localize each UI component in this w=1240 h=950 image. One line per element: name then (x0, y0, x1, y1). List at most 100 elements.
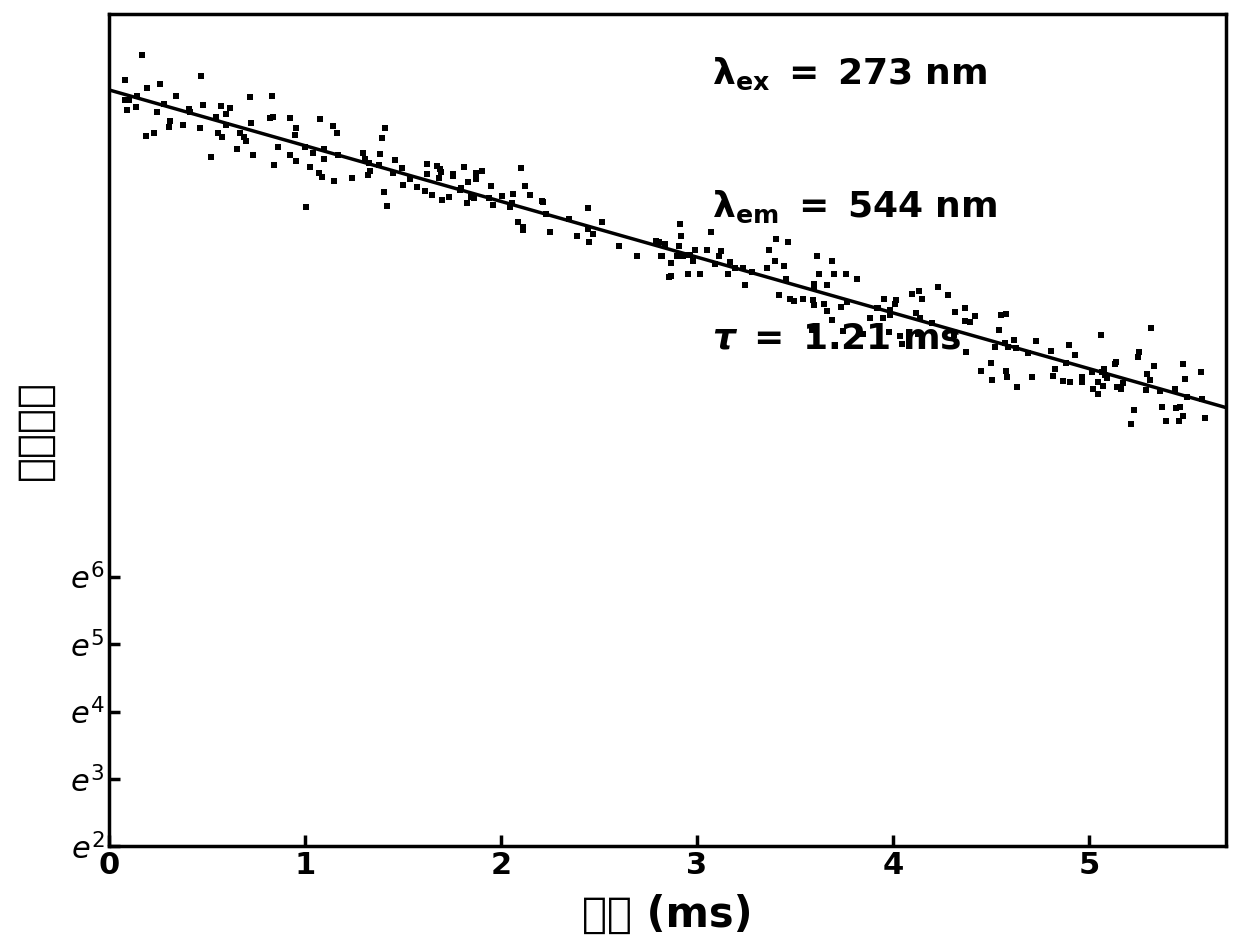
Point (981, 355, 1001, 370)
Point (193, 97, 213, 112)
Point (833, 323, 853, 338)
Point (650, 235, 670, 250)
Point (466, 171, 486, 186)
Point (579, 235, 599, 250)
Point (867, 301, 887, 316)
Point (759, 242, 779, 257)
Point (651, 249, 671, 264)
Point (393, 178, 413, 193)
Point (126, 99, 146, 114)
Point (117, 102, 136, 117)
Point (734, 277, 754, 293)
Point (212, 129, 232, 144)
Point (1156, 413, 1176, 428)
Point (541, 225, 560, 240)
Point (1107, 379, 1127, 394)
Point (1092, 364, 1112, 379)
Point (836, 266, 856, 281)
Point (880, 307, 900, 322)
Point (432, 165, 451, 180)
Point (1176, 371, 1195, 387)
Point (1169, 399, 1189, 414)
Point (807, 248, 827, 263)
Point (956, 344, 976, 359)
Point (512, 218, 532, 234)
Point (804, 297, 823, 313)
Point (890, 329, 910, 344)
Point (433, 193, 453, 208)
Point (342, 170, 362, 185)
Point (150, 76, 170, 91)
Point (913, 292, 932, 307)
Point (804, 280, 823, 295)
Point (520, 187, 539, 202)
Point (262, 88, 281, 104)
Point (461, 189, 481, 204)
Point (879, 324, 899, 339)
Point (678, 266, 698, 281)
Point (997, 370, 1017, 385)
Point (191, 121, 211, 136)
Point (314, 141, 334, 156)
Point (295, 140, 315, 155)
Point (401, 172, 420, 187)
Point (1094, 378, 1114, 393)
Point (1004, 332, 1024, 348)
Point (415, 183, 435, 199)
Point (144, 125, 164, 141)
Point (678, 247, 698, 262)
Point (945, 305, 965, 320)
Point (655, 236, 675, 251)
Point (960, 314, 980, 330)
Point (1140, 372, 1159, 388)
Point (1137, 367, 1157, 382)
Point (880, 302, 900, 317)
Point (206, 109, 226, 124)
Point (775, 258, 795, 274)
Point (296, 200, 316, 215)
Text: $\boldsymbol{\tau}$$\mathbf{\ =\ 1.21\ ms}$: $\boldsymbol{\tau}$$\mathbf{\ =\ 1.21\ m… (712, 322, 962, 356)
Point (179, 101, 198, 116)
Point (905, 306, 925, 321)
Point (892, 336, 911, 351)
Point (264, 158, 284, 173)
Point (1091, 328, 1111, 343)
Point (454, 160, 474, 175)
Point (502, 195, 522, 210)
Point (1192, 391, 1211, 407)
Point (450, 182, 470, 198)
Point (429, 170, 449, 185)
Point (374, 121, 394, 136)
Point (360, 155, 379, 170)
Point (990, 322, 1009, 337)
Point (484, 198, 503, 213)
Point (1195, 410, 1215, 426)
Point (822, 254, 842, 269)
Point (128, 88, 148, 104)
Point (260, 111, 280, 126)
Point (805, 276, 825, 292)
Point (1127, 349, 1147, 364)
Point (216, 106, 236, 122)
Point (766, 232, 786, 247)
Point (263, 109, 283, 124)
Point (480, 190, 500, 205)
Point (578, 221, 598, 237)
Point (1097, 370, 1117, 386)
Point (1167, 400, 1187, 415)
Point (1111, 381, 1131, 396)
Point (1065, 348, 1085, 363)
Point (146, 104, 166, 120)
Point (324, 119, 343, 134)
Point (784, 293, 804, 308)
Point (443, 166, 463, 181)
Point (1089, 387, 1109, 402)
Point (831, 299, 851, 314)
Point (955, 314, 975, 329)
Point (314, 152, 334, 167)
Point (310, 111, 330, 126)
Point (353, 145, 373, 161)
Point (1094, 361, 1114, 376)
Point (670, 217, 689, 232)
Point (172, 117, 192, 132)
